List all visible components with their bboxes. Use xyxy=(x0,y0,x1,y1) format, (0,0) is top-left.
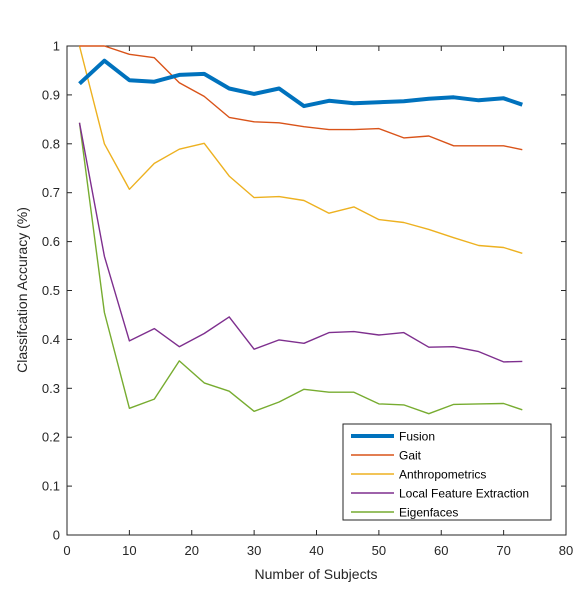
x-tick-label: 30 xyxy=(247,543,261,558)
series-line-anthropometrics xyxy=(78,45,523,254)
x-axis-label: Number of Subjects xyxy=(255,566,378,582)
series-line-gait xyxy=(79,45,523,151)
x-tick-label: 10 xyxy=(122,543,136,558)
legend: Fusion Gait Anthropometrics Local Feature E… xyxy=(342,423,552,521)
legend-label: Gait xyxy=(399,449,422,463)
legend-label: Anthropometrics xyxy=(399,468,486,482)
legend-label: Local Feature Extraction xyxy=(399,487,529,501)
legend-box xyxy=(342,423,552,521)
axis-ticks: 0 10 20 30 40 50 60 70 80 0 0.1 0.2 0.3 0.4 0.5 0.6 0.7 0… xyxy=(42,39,573,559)
y-tick-label: 0.1 xyxy=(42,479,60,494)
x-tick-label: 80 xyxy=(559,543,573,558)
y-tick-label: 0 xyxy=(53,528,60,543)
y-tick-label: 0.9 xyxy=(42,87,60,102)
y-tick-label: 0.2 xyxy=(42,430,60,445)
x-tick-label: 60 xyxy=(434,543,448,558)
y-tick-label: 0.3 xyxy=(42,381,60,396)
series-line-eigenfaces xyxy=(78,122,523,415)
series-lines xyxy=(78,45,523,415)
legend-label: Eigenfaces xyxy=(399,506,458,520)
x-tick-label: 70 xyxy=(496,543,510,558)
legend-label: Fusion xyxy=(399,430,435,444)
x-tick-label: 0 xyxy=(63,543,70,558)
x-tick-label: 50 xyxy=(372,543,386,558)
y-axis-label: Classifcation Accuracy (%) xyxy=(14,207,30,373)
x-tick-label: 20 xyxy=(185,543,199,558)
y-tick-label: 0.5 xyxy=(42,283,60,298)
y-tick-label: 0.6 xyxy=(42,234,60,249)
series-line-local-feature-extraction xyxy=(78,122,523,363)
y-tick-label: 0.7 xyxy=(42,185,60,200)
y-tick-label: 0.8 xyxy=(42,136,60,151)
series-line-fusion xyxy=(78,58,523,109)
y-tick-label: 1 xyxy=(53,39,60,54)
x-tick-label: 40 xyxy=(309,543,323,558)
y-tick-label: 0.4 xyxy=(42,332,60,347)
